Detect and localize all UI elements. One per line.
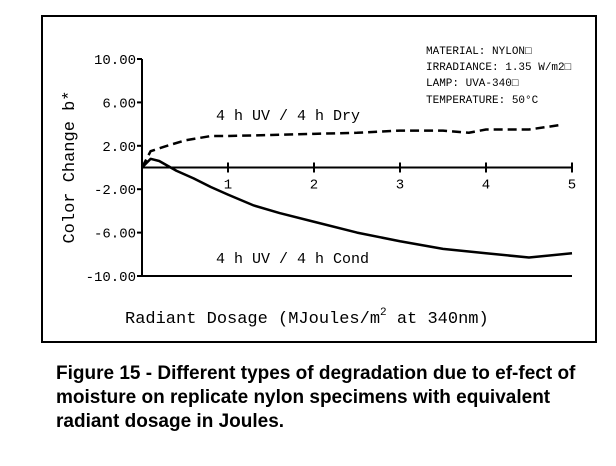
series-line-cond: [141, 157, 573, 259]
x-axis-label-sup: 2: [380, 307, 387, 319]
chart-plot: Color Change b* 10.00 6.00 2.00 -2.00 -6.00 -…: [61, 46, 576, 329]
x-axis-label: Radiant Dosage (MJoules/m2 at 340nm): [125, 307, 489, 329]
x-tick-label: 1: [224, 178, 232, 194]
series-line-dry: [140, 123, 560, 169]
x-axis-label-tail: at 340nm): [387, 310, 489, 329]
y-tick-label: 6.00: [102, 96, 136, 112]
info-box: MATERIAL: NYLON□ IRRADIANCE: 1.35 W/m2□ …: [426, 46, 572, 107]
info-material: MATERIAL: NYLON□: [426, 46, 532, 58]
info-temperature: TEMPERATURE: 50°C: [426, 95, 539, 107]
x-axis-label-main: Radiant Dosage (MJoules/m: [125, 310, 380, 329]
x-tick-label: 4: [482, 178, 490, 194]
info-irradiance: IRRADIANCE: 1.35 W/m2□: [426, 62, 572, 74]
series-group: [140, 123, 573, 259]
x-axis: 1 2 3 4 5: [142, 162, 576, 277]
x-tick-label: 3: [396, 178, 404, 194]
y-tick-label: 2.00: [102, 140, 136, 156]
y-tick-label: 10.00: [94, 53, 136, 69]
y-axis-label: Color Change b*: [61, 90, 80, 243]
x-tick-label: 5: [568, 178, 576, 194]
x-tick-label: 2: [310, 178, 318, 194]
series-label-cond: 4 h UV / 4 h Cond: [216, 251, 369, 268]
info-lamp: LAMP: UVA-340□: [426, 78, 519, 90]
chart-frame: Color Change b* 10.00 6.00 2.00 -2.00 -6.00 -…: [41, 15, 597, 343]
y-axis: 10.00 6.00 2.00 -2.00 -6.00 -10.00: [86, 53, 143, 286]
y-tick-label: -10.00: [86, 270, 136, 286]
y-tick-label: -6.00: [94, 227, 136, 243]
series-label-dry: 4 h UV / 4 h Dry: [216, 108, 360, 125]
figure-caption: Figure 15 - Different types of degradati…: [56, 363, 576, 432]
y-tick-label: -2.00: [94, 183, 136, 199]
